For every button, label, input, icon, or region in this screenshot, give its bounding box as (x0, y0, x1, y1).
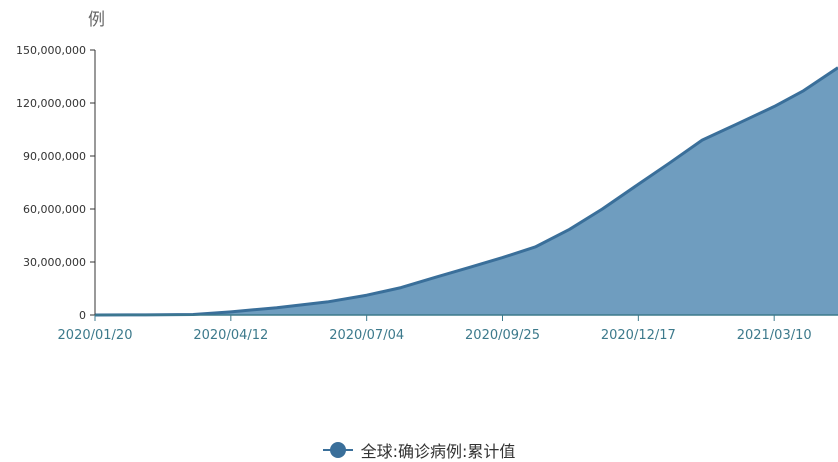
y-tick-label: 120,000,000 (16, 97, 86, 110)
series-area-0 (95, 67, 838, 316)
y-tick-label: 60,000,000 (23, 203, 86, 216)
x-tick-label: 2020/04/12 (193, 328, 268, 343)
legend[interactable]: 全球:确诊病例:累计值 (0, 438, 838, 462)
series-line-0 (94, 66, 838, 317)
x-tick-label: 2020/01/20 (58, 328, 133, 343)
legend-label: 全球:确诊病例:累计值 (360, 442, 516, 461)
y-tick-label: 150,000,000 (16, 44, 86, 57)
x-tick-label: 2020/12/17 (601, 328, 676, 343)
legend-item[interactable]: 全球:确诊病例:累计值 (322, 438, 516, 462)
legend-series-icon (322, 442, 353, 458)
y-tick-label: 30,000,000 (23, 256, 86, 269)
x-tick-label: 2021/03/10 (737, 328, 812, 343)
x-tick-label: 2020/09/25 (465, 328, 540, 343)
y-tick-label: 90,000,000 (23, 150, 86, 163)
x-tick-label: 2020/07/04 (329, 328, 404, 343)
y-tick-label: 0 (79, 309, 86, 322)
y-axis-label: 例 (88, 10, 105, 30)
